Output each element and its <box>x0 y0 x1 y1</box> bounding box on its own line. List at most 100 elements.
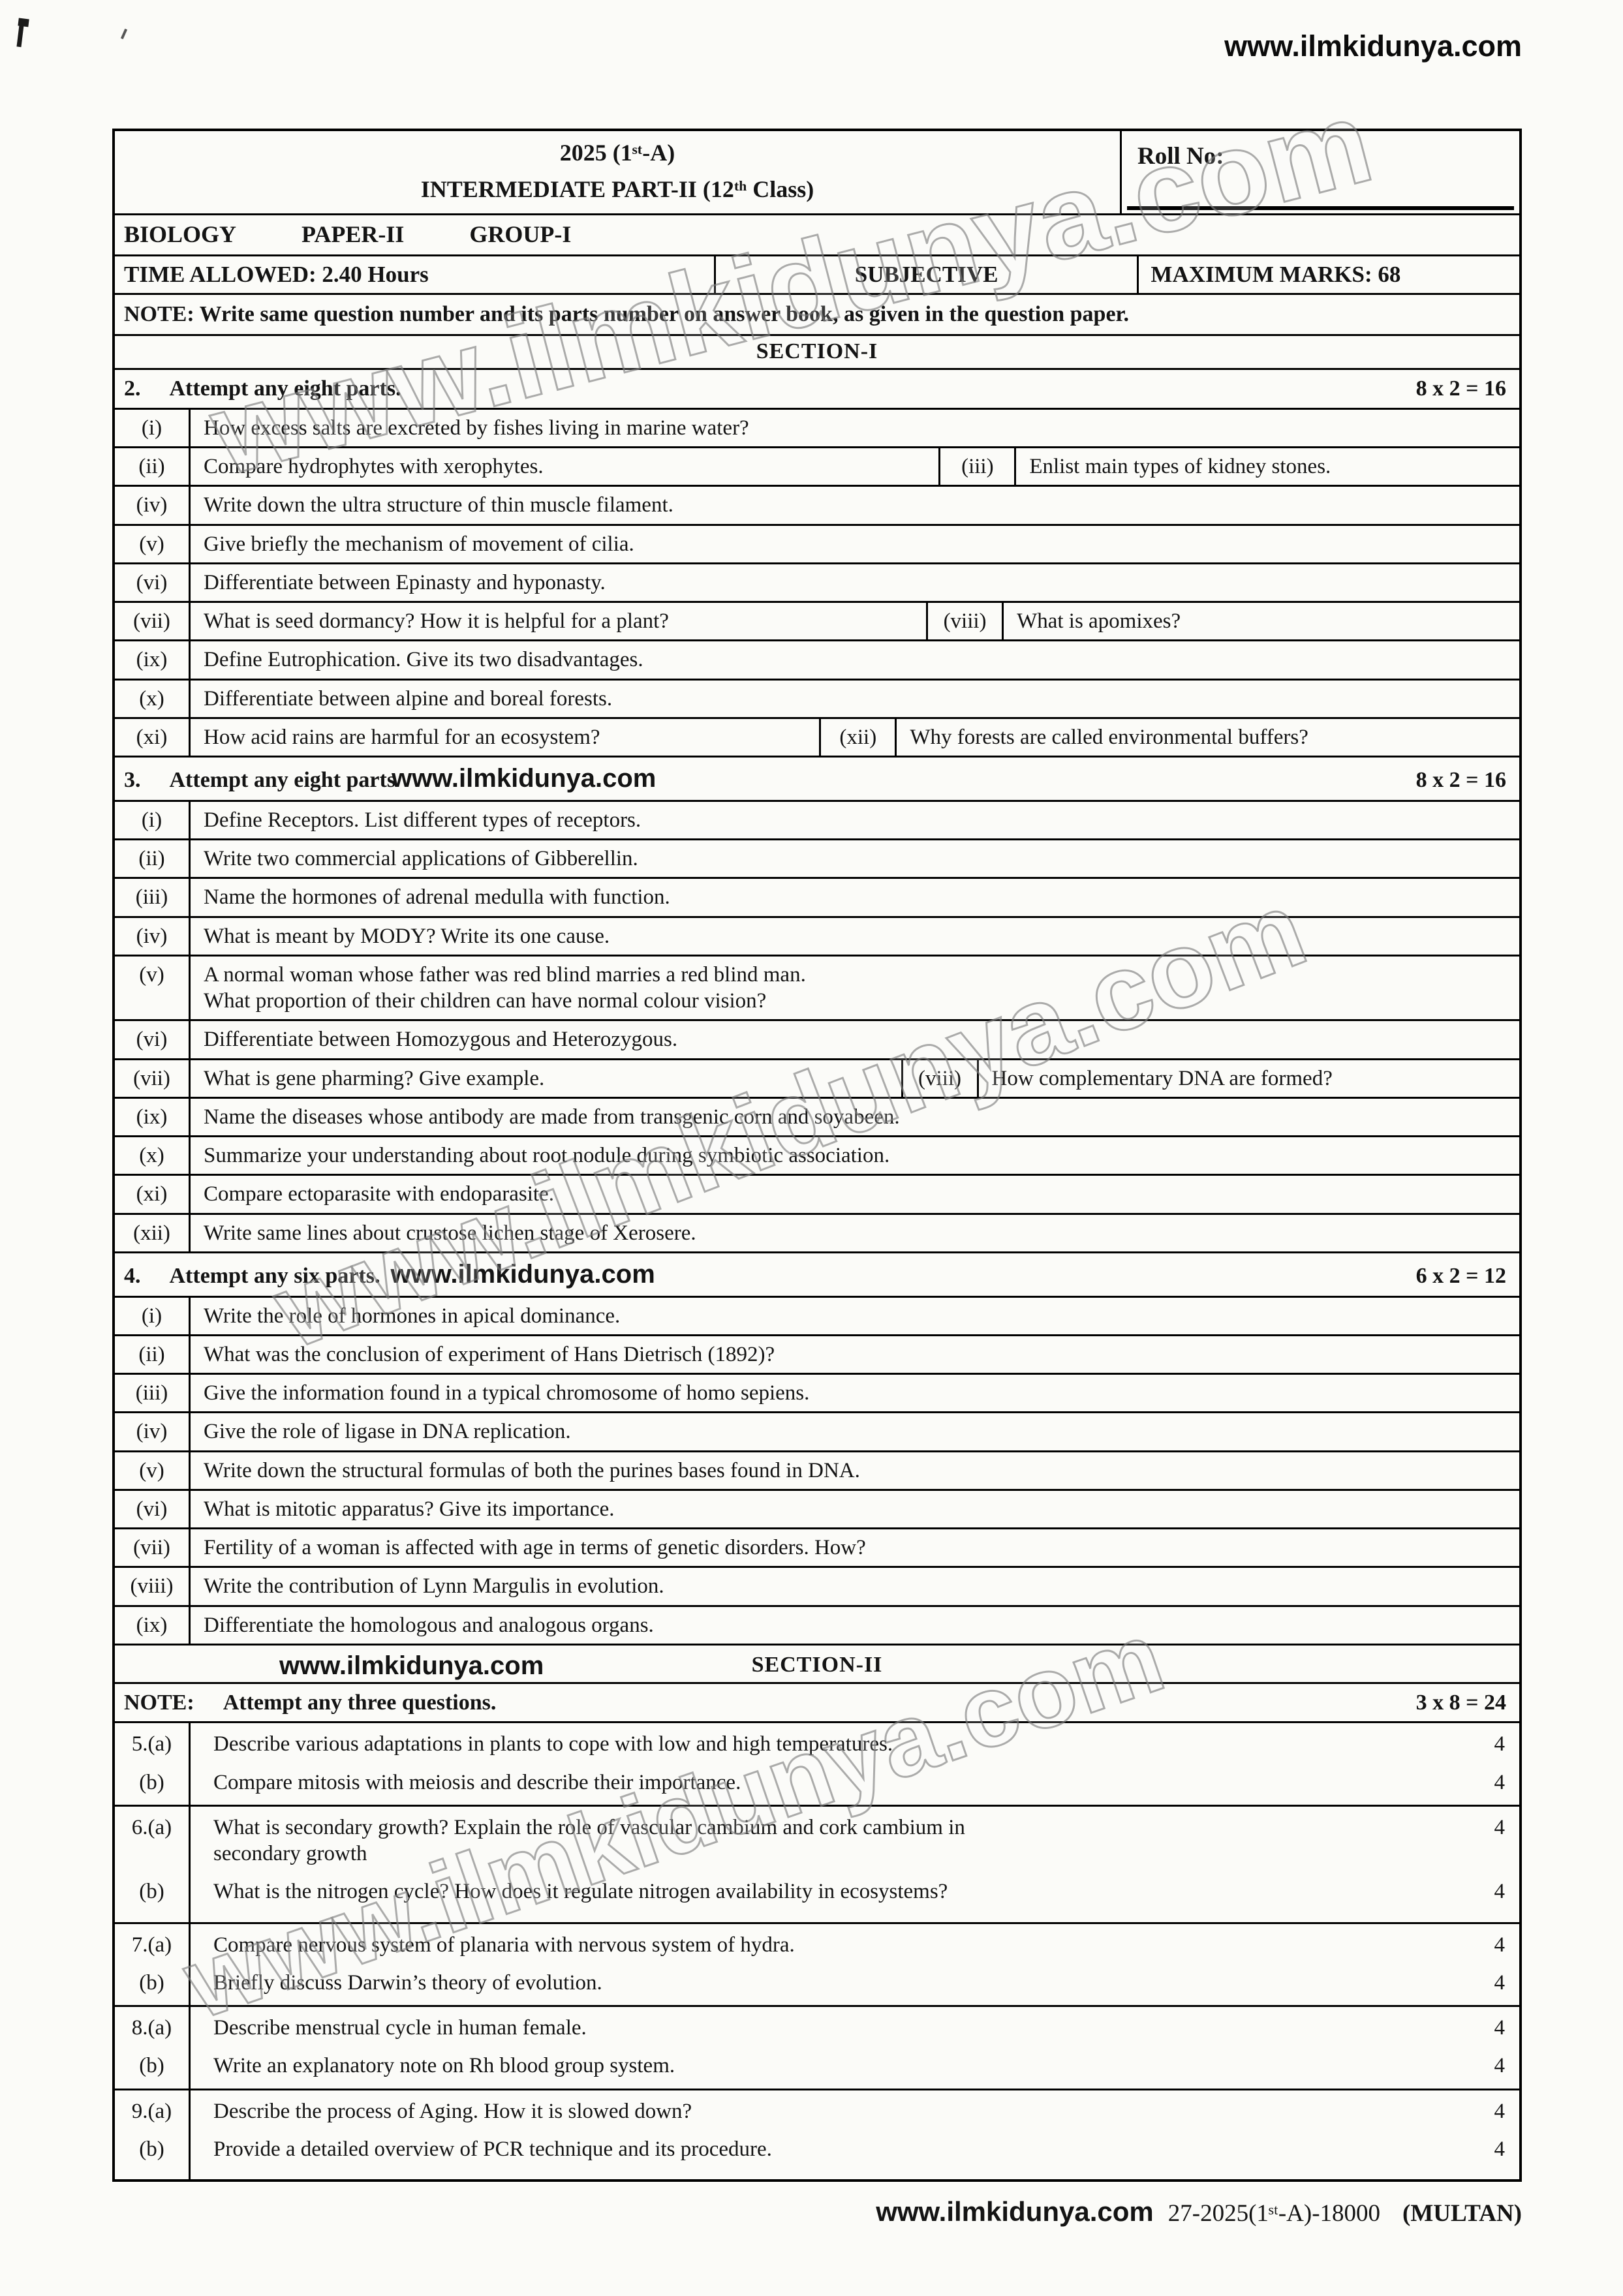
part-number: (ix) <box>115 641 191 679</box>
question-text: Describe the process of Aging. How it is… <box>213 2099 692 2123</box>
roll-no-line <box>1127 206 1514 210</box>
question-part-row: (ii) What was the conclusion of experime… <box>115 1336 1519 1375</box>
question-part-row: (iii) Name the hormones of adrenal medul… <box>115 879 1519 918</box>
question-5-block: 5.(a) Describe various adaptations in pl… <box>115 1723 1519 1807</box>
part-number: (xi) <box>115 1176 191 1213</box>
part-text: What is gene pharming? Give example. <box>204 1066 545 1090</box>
question-number: 9.(a) <box>131 2099 172 2123</box>
part-text-line: What proportion of their children can ha… <box>204 989 767 1013</box>
group-label: GROUP-I <box>469 221 572 247</box>
question-text: Compare mitosis with meiosis and describ… <box>213 1770 741 1794</box>
part-number: (iii) <box>938 448 1017 485</box>
site-url-header: www.ilmkidunya.com <box>1224 29 1522 63</box>
question-part-row: (viii) Write the contribution of Lynn Ma… <box>115 1568 1519 1607</box>
time-marks-row: TIME ALLOWED: 2.40 Hours SUBJECTIVE MAXI… <box>115 256 1519 296</box>
question-number: (b) <box>139 1880 164 1904</box>
q3-instruction: Attempt any eight parts <box>169 768 396 793</box>
part-text: Compare hydrophytes with xerophytes. <box>204 455 544 479</box>
q2-marks: 8 x 2 = 16 <box>1415 376 1506 401</box>
question-number: 7.(a) <box>131 1933 172 1957</box>
question-text: Describe various adaptations in plants t… <box>213 1732 893 1756</box>
part-text: Name the diseases whose antibody are mad… <box>204 1105 900 1129</box>
site-url-inline: www.ilmkidunya.com <box>390 1259 655 1289</box>
exam-paper-document: 2025 (1ˢᵗ-A) INTERMEDIATE PART-II (12ᵗʰ … <box>112 129 1522 2228</box>
q2-header-row: 2. Attempt any eight parts. 8 x 2 = 16 <box>115 370 1519 410</box>
roll-no-label: Roll No: <box>1137 143 1224 170</box>
q4-number: 4. <box>124 1263 141 1288</box>
question-marks: 4 <box>1494 1880 1506 1904</box>
question-number: (b) <box>139 1770 164 1794</box>
question-text: What is the nitrogen cycle? How does it … <box>213 1880 948 1904</box>
part-text: What is mitotic apparatus? Give its impo… <box>204 1497 615 1521</box>
part-text: A normal woman whose father was red blin… <box>191 957 1519 1020</box>
part-text: Differentiate between alpine and boreal … <box>204 686 613 711</box>
part-number: (vii) <box>115 1060 191 1097</box>
question-number: (b) <box>139 2137 164 2161</box>
question-part-row: (ii) Compare hydrophytes with xerophytes… <box>115 448 1519 487</box>
question-number: (b) <box>139 2054 164 2078</box>
question-part-row: (vi) Differentiate between Epinasty and … <box>115 564 1519 604</box>
question-text-line: What is secondary growth? Explain the ro… <box>213 1815 965 1839</box>
question-part-row: (vi) Differentiate between Homozygous an… <box>115 1021 1519 1060</box>
question-number: 8.(a) <box>131 2016 172 2040</box>
note-text: NOTE: Write same question number and its… <box>124 302 1130 327</box>
part-text: Differentiate the homologous and analogo… <box>204 1613 654 1637</box>
question-part-row: (vii) Fertility of a woman is affected w… <box>115 1529 1519 1569</box>
board-region: (MULTAN) <box>1402 2200 1522 2227</box>
part-number: (viii) <box>115 1568 191 1605</box>
part-text: Write the contribution of Lynn Margulis … <box>204 1574 664 1599</box>
note-row: NOTE: Write same question number and its… <box>115 295 1519 336</box>
footer-row: www.ilmkidunya.com 27-2025(1ˢᵗ-A)-18000 … <box>112 2195 1522 2228</box>
question-marks: 4 <box>1494 2016 1506 2040</box>
title-row: 2025 (1ˢᵗ-A) INTERMEDIATE PART-II (12ᵗʰ … <box>115 131 1519 215</box>
question-8-block: 8.(a) Describe menstrual cycle in human … <box>115 2007 1519 2090</box>
section-2-marks: 3 x 8 = 24 <box>1415 1690 1506 1715</box>
question-part-row: (x) Summarize your understanding about r… <box>115 1137 1519 1176</box>
question-part-row: (iv) What is meant by MODY? Write its on… <box>115 917 1519 957</box>
part-text: What is apomixes? <box>1017 609 1181 634</box>
question-marks: 4 <box>1494 1732 1506 1756</box>
paper-year-title: 2025 (1ˢᵗ-A) <box>559 140 675 166</box>
part-text: What is seed dormancy? How it is helpful… <box>204 609 669 634</box>
question-part-row: (iv) Give the role of ligase in DNA repl… <box>115 1413 1519 1452</box>
part-text: Differentiate between Epinasty and hypon… <box>204 570 606 594</box>
site-url-inline: www.ilmkidunya.com <box>392 764 657 793</box>
question-number: (b) <box>139 1970 164 1995</box>
part-number: (iii) <box>115 879 191 916</box>
question-part-row: (vii) What is gene pharming? Give exampl… <box>115 1060 1519 1099</box>
question-part-row: (ix) Name the diseases whose antibody ar… <box>115 1098 1519 1138</box>
q3-header-row: 3. Attempt any eight parts www.ilmkiduny… <box>115 758 1519 802</box>
part-text: Name the hormones of adrenal medulla wit… <box>204 885 670 910</box>
q2-instruction: Attempt any eight parts. <box>169 376 401 401</box>
question-marks: 4 <box>1494 1815 1506 1839</box>
question-part-row: (vi) What is mitotic apparatus? Give its… <box>115 1490 1519 1530</box>
part-text-line: A normal woman whose father was red blin… <box>204 962 806 987</box>
question-part-row: (v) Give briefly the mechanism of moveme… <box>115 525 1519 564</box>
question-marks: 4 <box>1494 2054 1506 2078</box>
question-marks: 4 <box>1494 1770 1506 1794</box>
question-part-row: (vii) What is seed dormancy? How it is h… <box>115 603 1519 642</box>
part-number: (x) <box>115 680 191 717</box>
paper-print-code: 27-2025(1ˢᵗ-A)-18000 <box>1167 2200 1381 2227</box>
title-cell: 2025 (1ˢᵗ-A) INTERMEDIATE PART-II (12ᵗʰ … <box>115 131 1120 213</box>
question-part-row: (ix) Define Eutrophication. Give its two… <box>115 641 1519 681</box>
part-number: (viii) <box>901 1060 979 1097</box>
scan-pen-mark <box>16 19 25 48</box>
part-number: (iv) <box>115 917 191 955</box>
q2-number: 2. <box>124 376 141 401</box>
question-paper-table: 2025 (1ˢᵗ-A) INTERMEDIATE PART-II (12ᵗʰ … <box>112 129 1522 2182</box>
question-text: What is secondary growth? Explain the ro… <box>200 1814 1459 1867</box>
part-text: Define Eutrophication. Give its two disa… <box>204 648 643 672</box>
site-url-footer: www.ilmkidunya.com <box>876 2196 1154 2227</box>
question-marks: 4 <box>1494 2099 1506 2123</box>
part-text: Summarize your understanding about root … <box>204 1144 890 1168</box>
question-part-row: (iv) Write down the ultra structure of t… <box>115 487 1519 526</box>
part-number: (xii) <box>115 1214 191 1251</box>
question-number: 6.(a) <box>131 1815 172 1839</box>
part-text: Write down the ultra structure of thin m… <box>204 493 673 517</box>
part-text: Differentiate between Homozygous and Het… <box>204 1028 678 1052</box>
part-number: (x) <box>115 1137 191 1174</box>
question-part-row: (v) A normal woman whose father was red … <box>115 956 1519 1022</box>
part-number: (ii) <box>115 840 191 878</box>
question-part-row: (i) How excess salts are excreted by fis… <box>115 409 1519 449</box>
